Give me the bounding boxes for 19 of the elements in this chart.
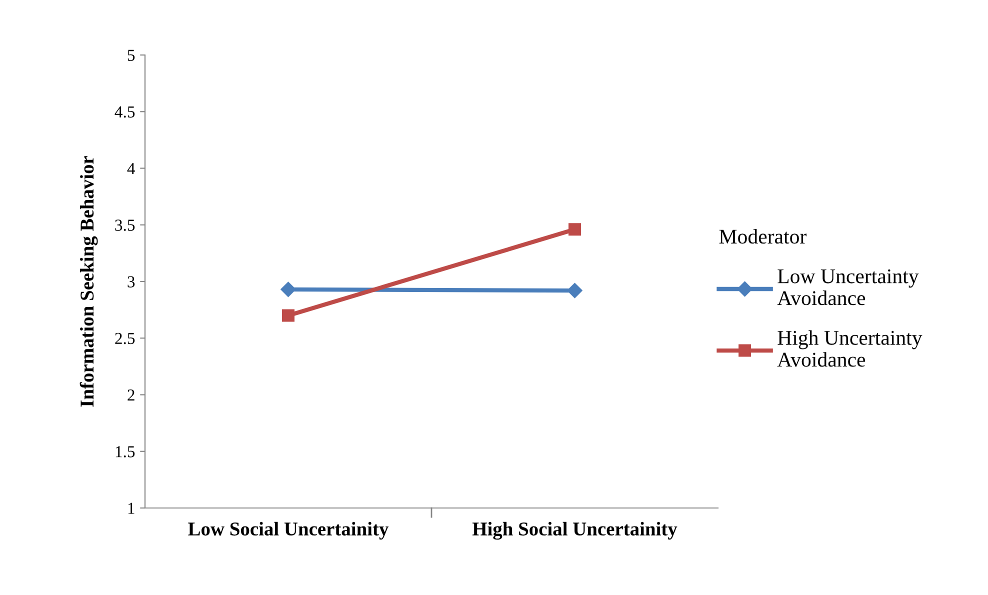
- point: [282, 309, 294, 322]
- y-tick-label: 3: [128, 276, 135, 288]
- y-tick-label: 4: [127, 163, 136, 174]
- y-tick-label: 1.5: [116, 446, 135, 458]
- x-tick-label: High Social Uncertainity: [472, 522, 678, 540]
- point: [568, 223, 581, 236]
- y-tick-label: 2: [128, 389, 134, 401]
- x-tick-label: Low Social Uncertainity: [188, 522, 389, 540]
- y-axis-title: Information Seeking Behavior: [80, 156, 98, 407]
- point: [280, 282, 296, 297]
- y-tick-label: 3.5: [115, 220, 135, 231]
- legend-label: Low Uncertainty Avoidance: [777, 269, 919, 306]
- legend-title: Moderator: [719, 229, 806, 244]
- y-tick-label: 5: [128, 50, 135, 61]
- y-tick-label: 1: [128, 502, 134, 514]
- point: [567, 282, 582, 298]
- y-tick-label: 2.5: [115, 332, 135, 344]
- legend-label: High Uncertainty Avoidance: [777, 330, 922, 367]
- y-tick-label: 4.5: [114, 106, 135, 118]
